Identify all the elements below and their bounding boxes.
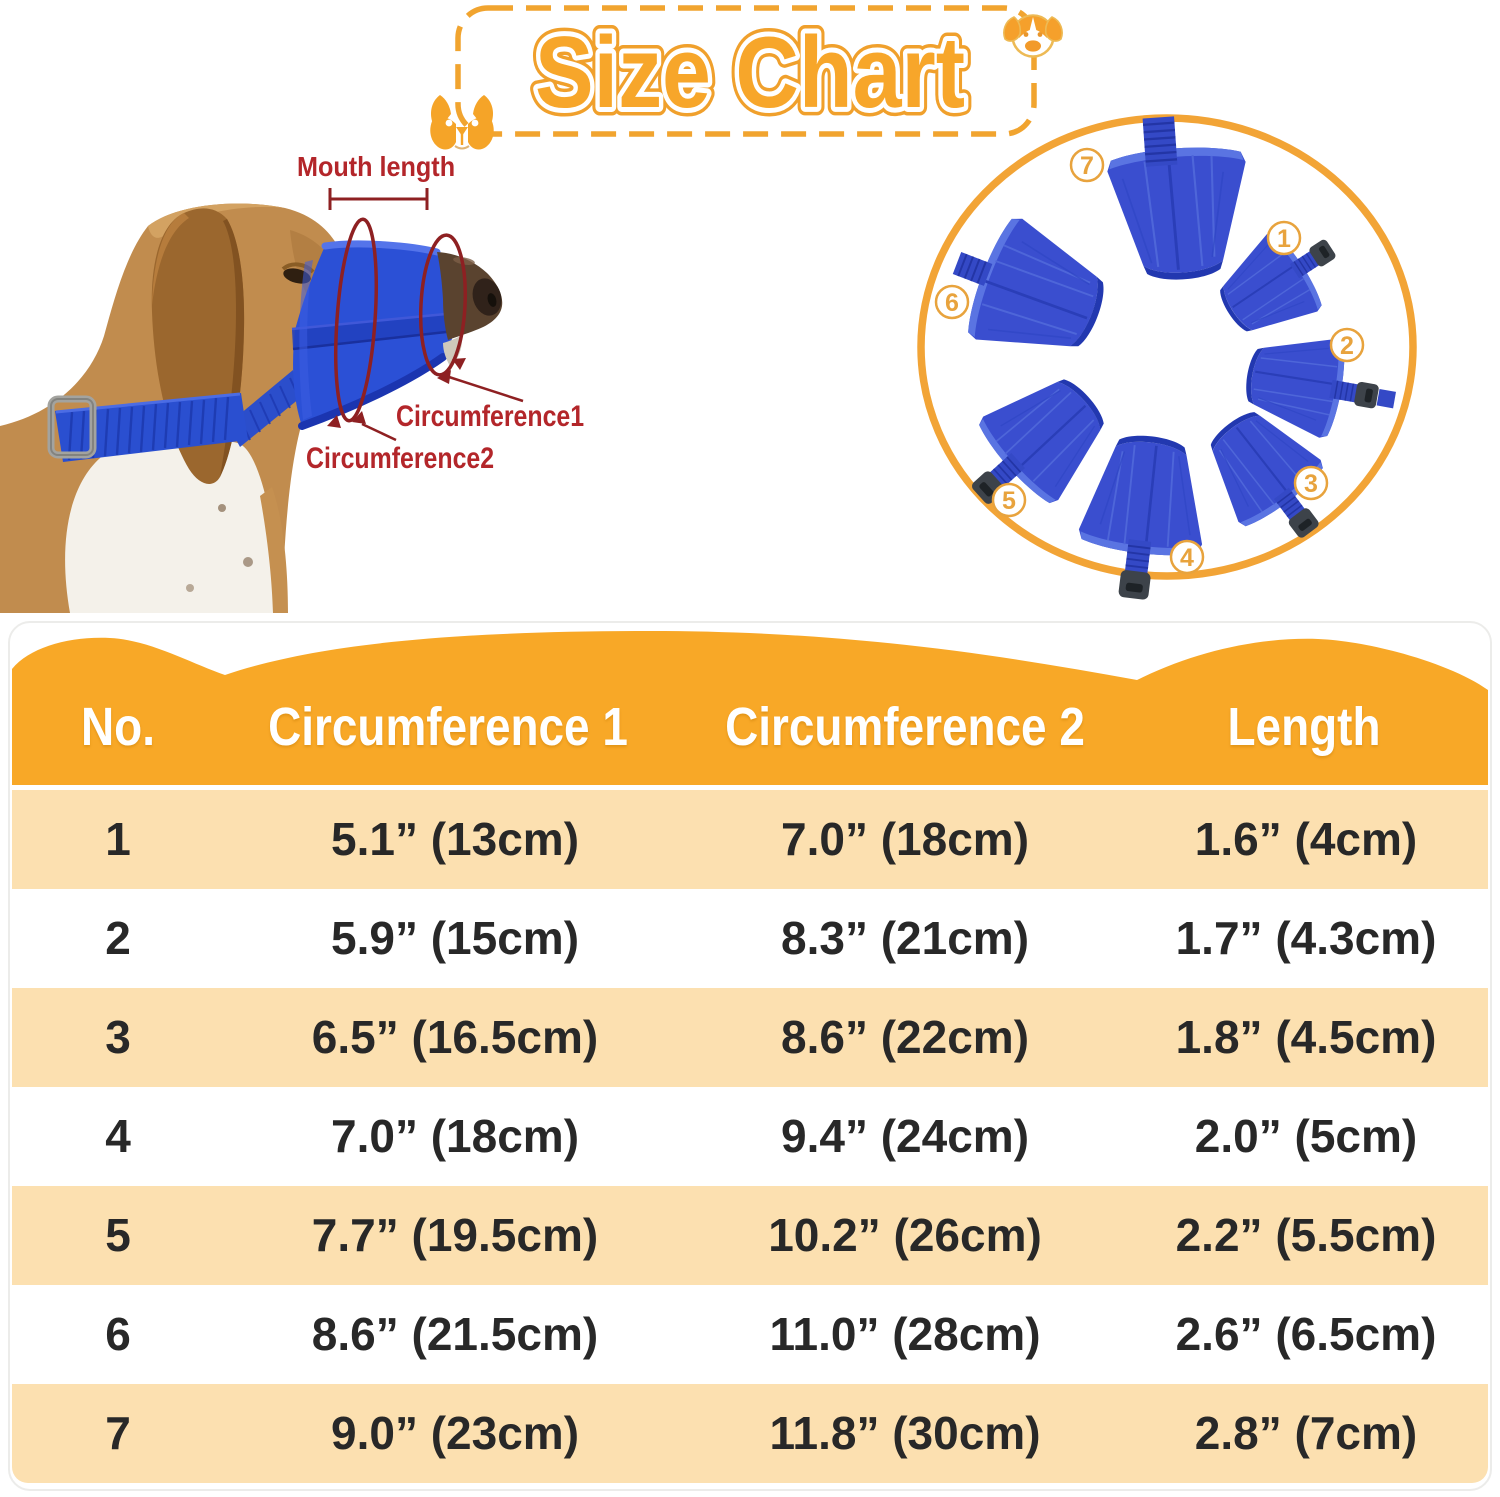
- svg-text:Circumference2: Circumference2: [306, 441, 494, 475]
- svg-text:5: 5: [1002, 487, 1016, 515]
- svg-text:Circumference1: Circumference1: [396, 399, 584, 433]
- svg-text:1: 1: [1277, 225, 1291, 253]
- svg-text:6: 6: [945, 289, 959, 317]
- svg-text:2: 2: [1340, 332, 1354, 360]
- svg-text:Size Chart: Size Chart: [535, 17, 965, 129]
- svg-text:4: 4: [1180, 544, 1194, 572]
- svg-text:Size Chart: Size Chart: [535, 17, 965, 129]
- svg-text:3: 3: [1304, 470, 1318, 498]
- svg-text:7: 7: [1080, 152, 1094, 180]
- svg-text:Mouth length: Mouth length: [297, 151, 455, 183]
- svg-text:Size Chart: Size Chart: [535, 17, 965, 129]
